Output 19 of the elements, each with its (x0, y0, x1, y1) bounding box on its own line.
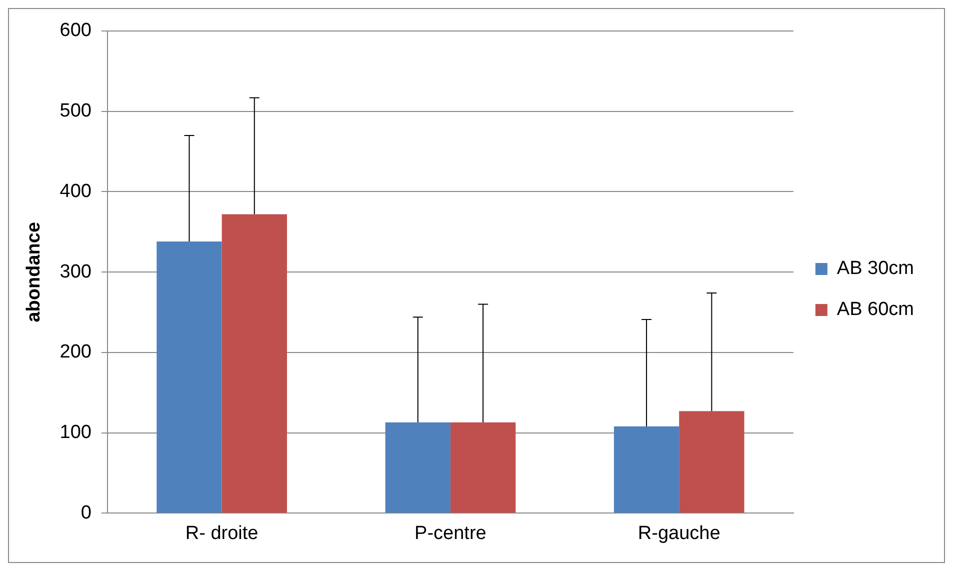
bar (614, 426, 680, 513)
y-tick-label: 0 (80, 502, 92, 524)
bar (385, 422, 450, 513)
y-axis-title: abondance (24, 222, 45, 322)
x-tick-label: P-centre (414, 522, 486, 544)
y-tick-label: 500 (60, 100, 92, 122)
y-tick-label: 300 (60, 261, 92, 282)
bar (679, 411, 744, 513)
y-tick-label: 100 (60, 422, 92, 444)
bar (450, 422, 516, 513)
y-tick-label: 600 (60, 20, 92, 42)
x-tick-label: R-gauche (638, 522, 720, 544)
y-tick-label: 400 (60, 180, 92, 202)
y-tick-label: 200 (60, 342, 92, 363)
bar (156, 242, 222, 513)
bar (222, 214, 287, 513)
legend-label: AB 30cm (836, 258, 914, 280)
x-tick-label: R- droite (185, 522, 258, 544)
legend-label: AB 60cm (836, 299, 914, 320)
